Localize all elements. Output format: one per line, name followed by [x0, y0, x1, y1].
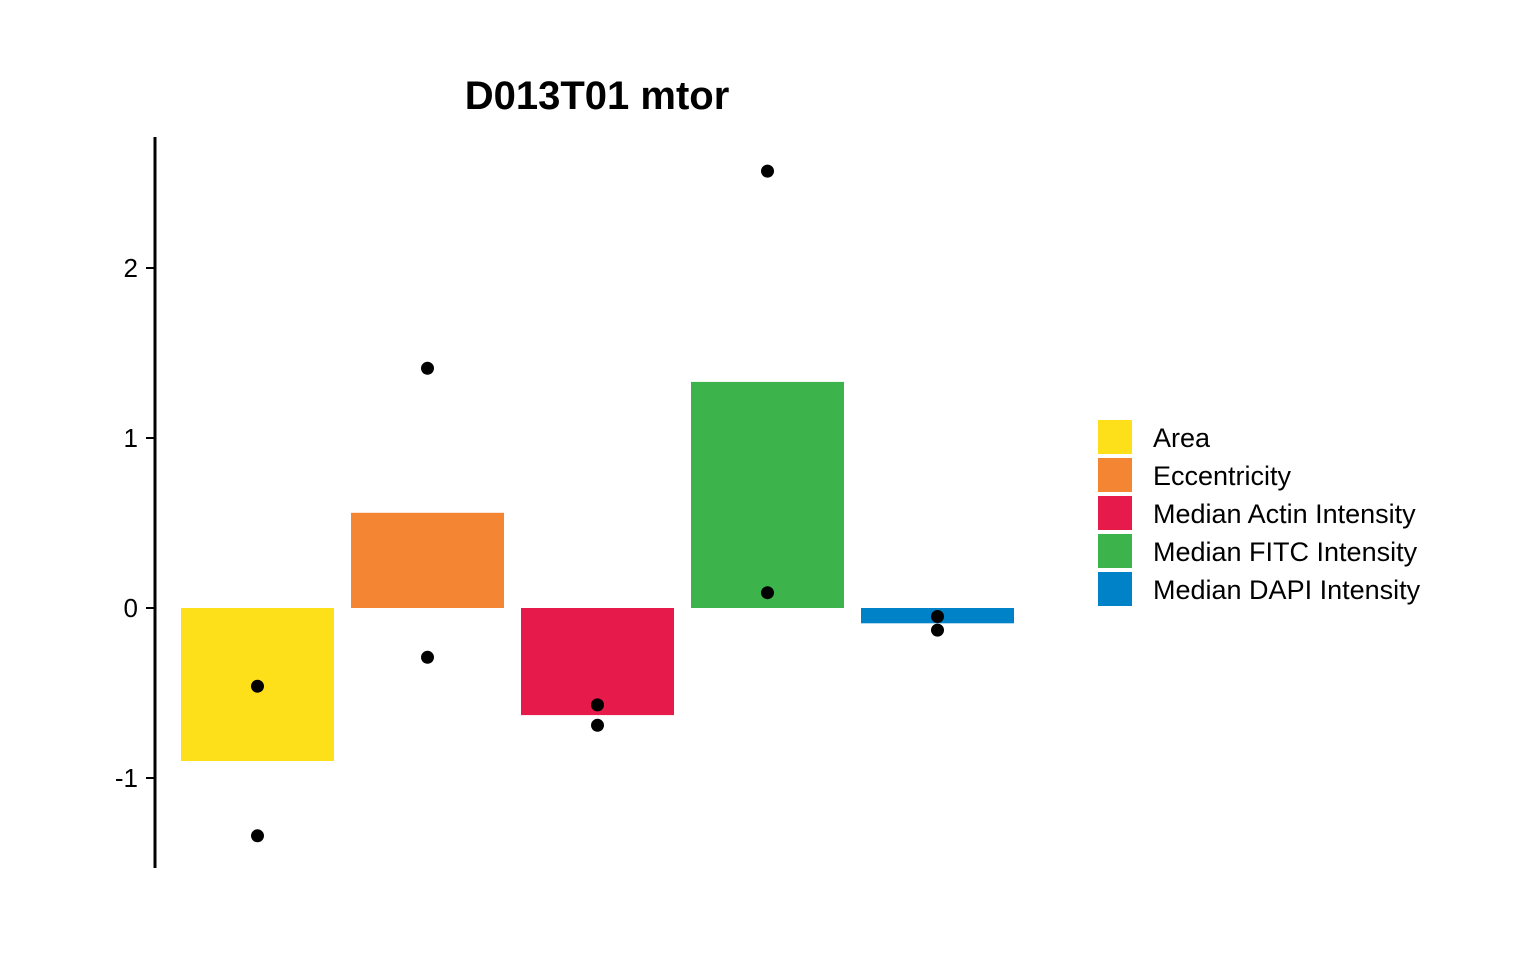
legend-swatch [1098, 534, 1132, 568]
legend-swatch [1098, 458, 1132, 492]
bar [521, 608, 674, 716]
chart-title: D013T01 mtor [465, 74, 730, 118]
legend-swatch [1098, 420, 1132, 454]
bar [351, 512, 504, 608]
legend-label: Median FITC Intensity [1153, 537, 1418, 567]
legend: Area Eccentricity Median Actin Intensity Me… [1098, 420, 1421, 606]
y-tick-label: -1 [115, 763, 138, 793]
legend-label: Median Actin Intensity [1153, 499, 1416, 529]
data-point [251, 679, 264, 693]
legend-label: Area [1153, 423, 1211, 453]
bar [691, 381, 844, 608]
data-point [931, 623, 944, 637]
data-point [591, 718, 604, 732]
y-tick-label: 1 [124, 423, 138, 453]
legend-label: Eccentricity [1153, 461, 1292, 491]
legend-swatch [1098, 496, 1132, 530]
y-tick-label: 0 [124, 593, 138, 623]
data-point [251, 829, 264, 843]
legend-label: Median DAPI Intensity [1153, 575, 1421, 605]
data-point [591, 698, 604, 712]
y-axis: 2 1 0 -1 [115, 253, 155, 793]
points-layer [251, 164, 944, 843]
data-point [761, 586, 774, 600]
bars-layer [181, 381, 1014, 761]
data-point [421, 361, 434, 375]
y-tick-label: 2 [124, 253, 138, 283]
data-point [931, 610, 944, 623]
legend-swatch [1098, 572, 1132, 606]
data-point [421, 650, 434, 664]
data-point [761, 164, 774, 178]
